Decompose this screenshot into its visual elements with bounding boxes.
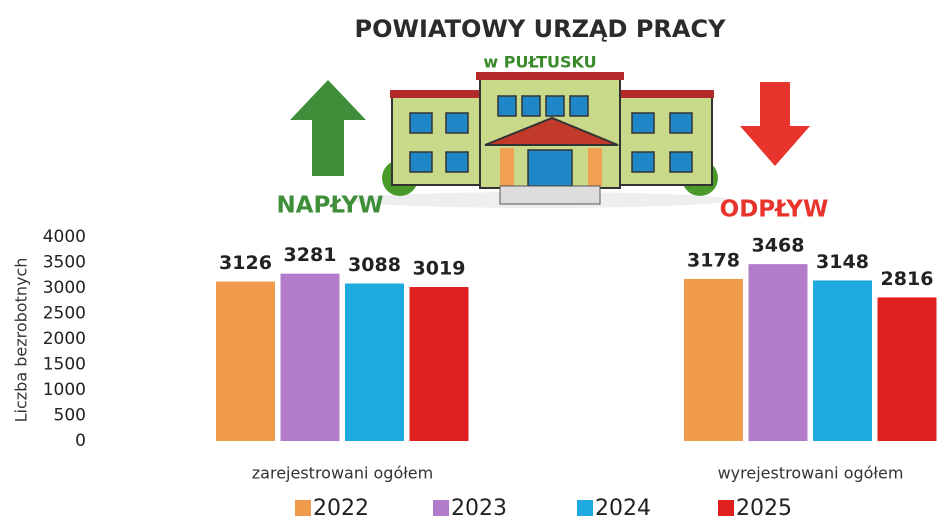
- value-label: 3019: [413, 258, 466, 280]
- legend-swatch: [433, 500, 449, 516]
- value-label: 3126: [219, 252, 272, 274]
- value-label: 3088: [348, 254, 401, 276]
- y-tick-label: 3000: [43, 278, 86, 298]
- legend-label: 2023: [451, 496, 507, 521]
- y-tick-label: 0: [75, 431, 86, 451]
- legend-swatch: [577, 500, 593, 516]
- y-axis-title: Liczba bezrobotnych: [12, 258, 31, 423]
- bar: [216, 281, 275, 441]
- bar: [748, 264, 808, 441]
- value-label: 2816: [881, 268, 934, 290]
- outflow-label: ODPŁYW: [720, 197, 829, 223]
- value-label: 3281: [284, 244, 337, 266]
- value-label: 3148: [816, 251, 869, 273]
- y-tick-label: 3500: [43, 253, 86, 273]
- outflow-arrow: [740, 82, 810, 166]
- header-title: POWIATOWY URZĄD PRACY: [355, 15, 727, 43]
- legend-swatch: [718, 500, 734, 516]
- x-tick-label: zarejestrowani ogółem: [252, 464, 433, 483]
- legend-swatch: [295, 500, 311, 516]
- inflow-arrow: [290, 80, 366, 176]
- inflow-label: NAPŁYW: [276, 193, 383, 219]
- bar: [684, 278, 743, 441]
- y-tick-label: 1000: [43, 380, 86, 400]
- legend-label: 2024: [595, 496, 651, 521]
- y-tick-label: 2000: [43, 329, 86, 349]
- building-illustration: [350, 72, 730, 208]
- value-label: 3178: [687, 249, 740, 271]
- y-tick-label: 500: [54, 406, 86, 426]
- x-tick-label: wyrejestrowani ogółem: [718, 464, 904, 483]
- value-label: 3468: [752, 235, 805, 257]
- bar: [877, 297, 937, 441]
- bar: [280, 273, 340, 441]
- bar: [813, 280, 872, 441]
- legend-label: 2022: [313, 496, 369, 521]
- bar: [409, 287, 469, 441]
- y-tick-label: 4000: [43, 227, 86, 247]
- bar: [345, 283, 404, 441]
- legend-label: 2025: [736, 496, 792, 521]
- y-tick-label: 2500: [43, 304, 86, 324]
- y-tick-label: 1500: [43, 355, 86, 375]
- header-subtitle: w PUŁTUSKU: [483, 53, 596, 72]
